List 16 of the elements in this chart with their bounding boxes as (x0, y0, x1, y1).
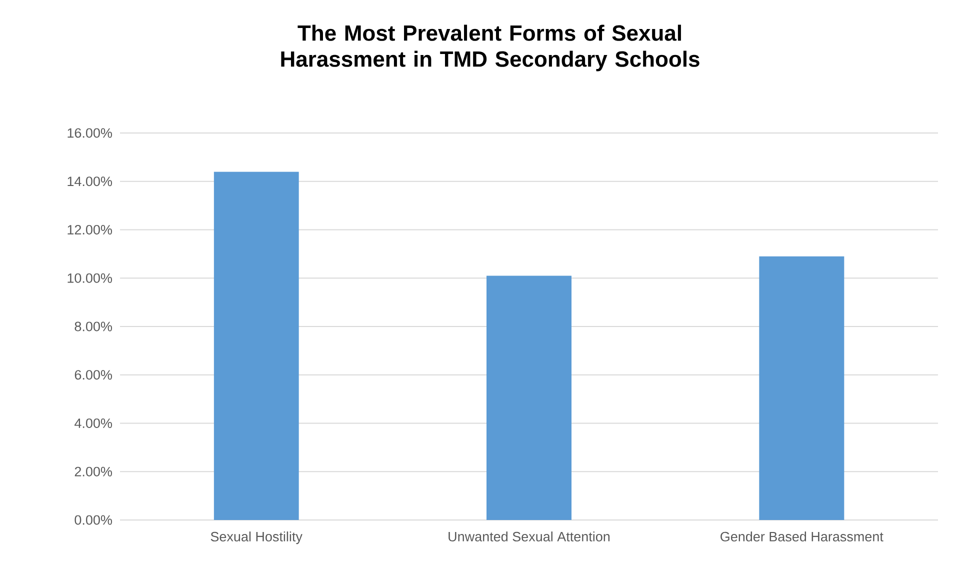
y-tick-label: 8.00% (74, 322, 112, 332)
y-tick-label: 16.00% (68, 128, 112, 138)
y-tick-label: 10.00% (68, 273, 112, 283)
x-tick-label: Sexual Hostility (210, 532, 302, 544)
x-tick-label: Gender Based Harassment (720, 532, 884, 542)
x-tick-label: Unwanted Sexual Attention (448, 532, 610, 542)
y-tick-label: 14.00% (68, 176, 112, 186)
y-tick-label: 2.00% (74, 466, 112, 476)
y-tick-label: 12.00% (68, 224, 112, 235)
bar (214, 172, 299, 520)
bar (759, 256, 844, 520)
bar (486, 276, 572, 520)
y-tick-label: 4.00% (74, 418, 112, 428)
y-tick-label: 0.00% (74, 515, 112, 525)
chart-title: The Most Prevalent Forms of Sexual Harassment in TMD Secondary Schools (281, 24, 700, 72)
y-tick-label: 6.00% (74, 370, 112, 380)
